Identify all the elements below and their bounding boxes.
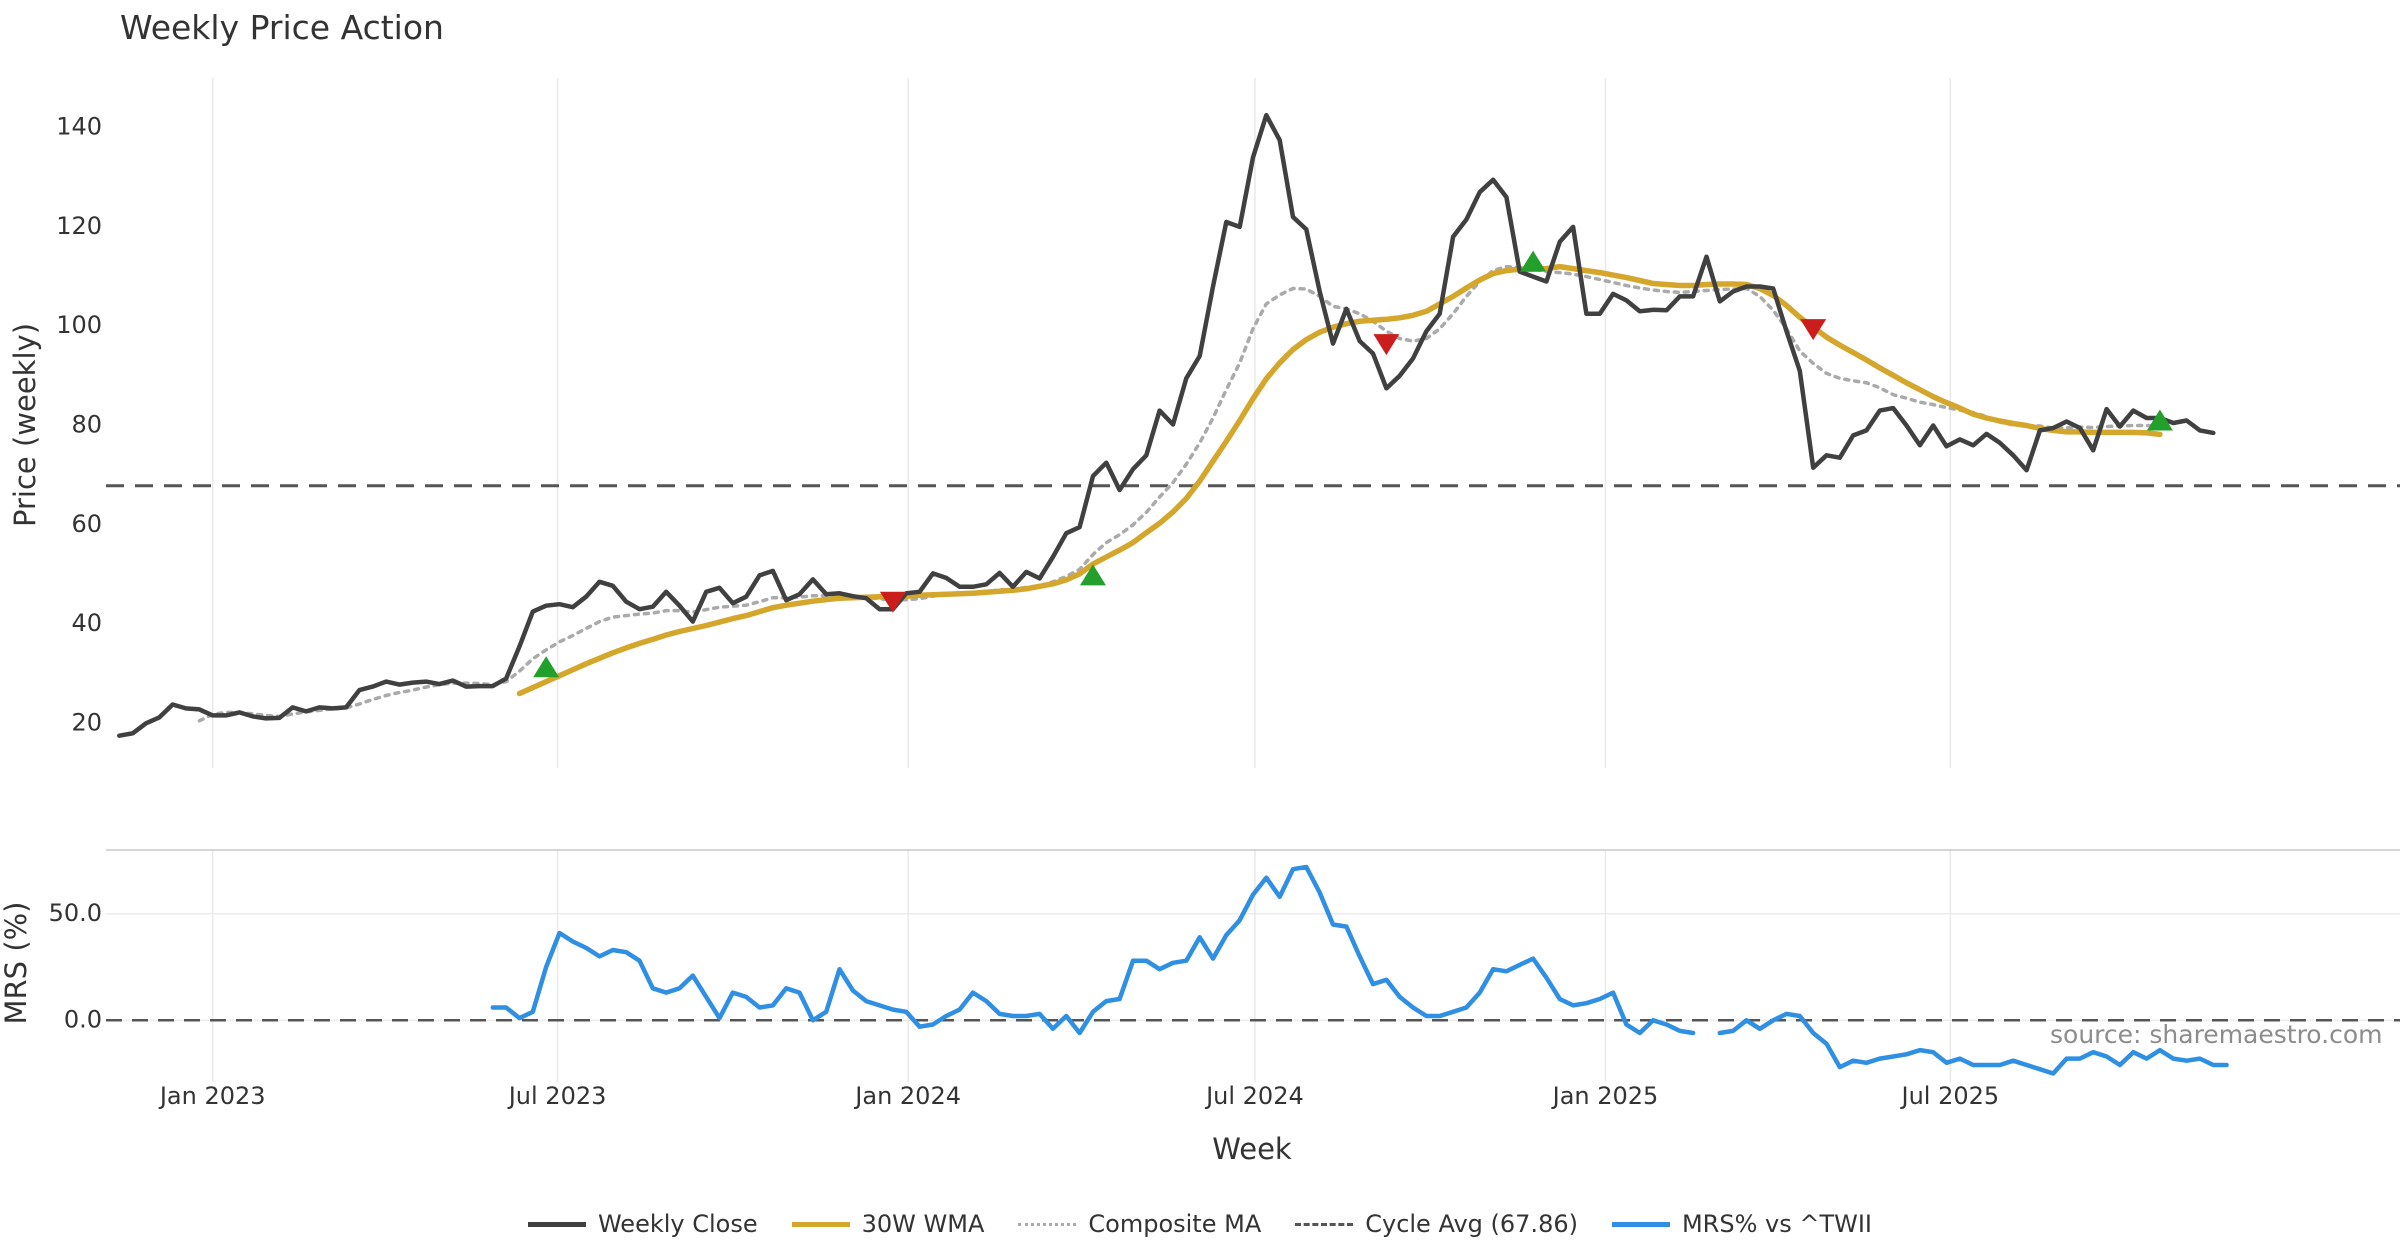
mrs-y-tick-label: 50.0 — [49, 899, 102, 927]
price-y-tick-label: 120 — [56, 212, 102, 240]
series-weekly-close — [117, 112, 2216, 738]
legend-swatch-composite-ma — [1018, 1222, 1077, 1226]
buy-signal-marker — [533, 656, 560, 678]
price-lines — [106, 112, 2400, 738]
price-y-ticks: 20 40 60 80 100 120 140 — [56, 113, 102, 737]
buy-signal-marker — [1079, 564, 1106, 586]
x-tick-label: Jul 2025 — [1900, 1082, 2000, 1110]
price-y-axis-label: Price (weekly) — [8, 323, 42, 527]
mrs-y-axis-label: MRS (%) — [0, 902, 33, 1025]
source-label: source: sharemaestro.com — [2050, 1020, 2383, 1049]
legend-label-mrs: MRS% vs ^TWII — [1681, 1210, 1873, 1238]
price-y-tick-label: 140 — [56, 113, 102, 141]
series-composite-ma — [197, 264, 2162, 723]
legend-item-mrs[interactable]: MRS% vs ^TWII — [1611, 1210, 1873, 1238]
mrs-lines — [106, 864, 2400, 1076]
legend-label-composite-ma: Composite MA — [1088, 1210, 1262, 1238]
legend-swatch-mrs — [1611, 1221, 1670, 1227]
x-axis-label: Week — [1212, 1132, 1292, 1166]
x-tick-label: Jan 2023 — [158, 1082, 266, 1110]
sell-signal-marker — [1373, 334, 1400, 356]
price-grid — [211, 78, 1952, 768]
sell-signal-marker — [879, 591, 906, 613]
price-y-tick-label: 80 — [71, 410, 102, 438]
price-y-tick-label: 40 — [71, 609, 102, 637]
legend: Weekly Close 30W WMA Composite MA Cycle … — [0, 1210, 2400, 1238]
mrs-y-ticks: 0.0 50.0 — [49, 899, 102, 1033]
legend-swatch-weekly-close — [527, 1221, 586, 1227]
series-mrs — [490, 864, 2229, 1076]
legend-item-wma[interactable]: 30W WMA — [791, 1210, 985, 1238]
signal-markers — [533, 250, 2173, 678]
legend-item-cycle-avg[interactable]: Cycle Avg (67.86) — [1295, 1210, 1578, 1238]
legend-swatch-cycle-avg — [1295, 1222, 1354, 1226]
x-tick-label: Jan 2025 — [1551, 1082, 1659, 1110]
x-tick-label: Jul 2024 — [1204, 1082, 1304, 1110]
price-y-tick-label: 100 — [56, 311, 102, 339]
x-ticks: Jan 2023 Jul 2023 Jan 2024 Jul 2024 Jan 2025… — [158, 1082, 1999, 1110]
legend-swatch-wma — [791, 1221, 850, 1227]
price-y-tick-label: 20 — [71, 708, 102, 736]
legend-label-weekly-close: Weekly Close — [597, 1210, 758, 1238]
legend-label-wma: 30W WMA — [861, 1210, 985, 1238]
x-tick-label: Jul 2023 — [507, 1082, 607, 1110]
chart-title: Weekly Price Action — [120, 8, 444, 47]
buy-signal-marker — [1520, 250, 1547, 272]
sell-signal-marker — [1800, 319, 1827, 341]
mrs-y-tick-label: 0.0 — [64, 1005, 102, 1033]
legend-label-cycle-avg: Cycle Avg (67.86) — [1365, 1210, 1578, 1238]
x-tick-label: Jan 2024 — [853, 1082, 961, 1110]
price-y-tick-label: 60 — [71, 510, 102, 538]
legend-item-composite-ma[interactable]: Composite MA — [1018, 1210, 1261, 1238]
buy-signal-marker — [2146, 409, 2173, 431]
legend-item-weekly-close[interactable]: Weekly Close — [527, 1210, 758, 1238]
